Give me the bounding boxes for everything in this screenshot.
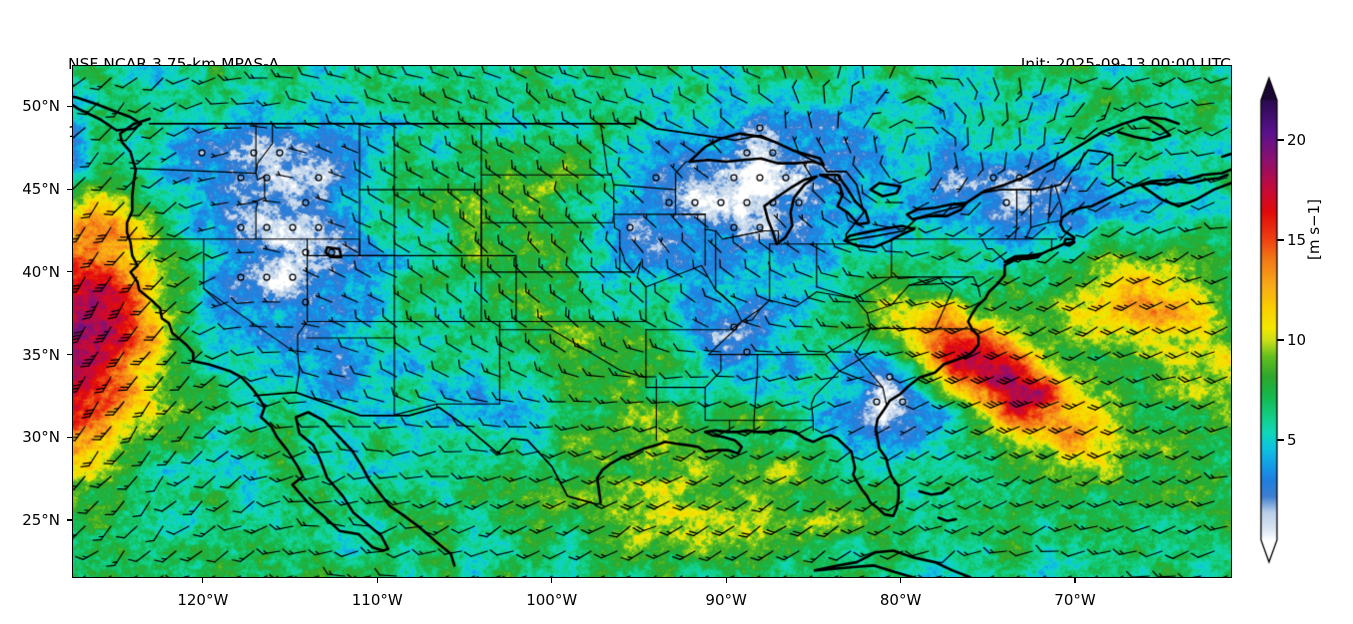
lat-tick-label: 45°N	[22, 180, 60, 199]
map-plot-area	[72, 65, 1232, 578]
colorbar-tick-label: 20	[1287, 131, 1307, 149]
lon-tick-label: 70°W	[1054, 591, 1096, 609]
lat-tick	[67, 436, 72, 438]
lat-tick-label: 25°N	[22, 511, 60, 530]
lon-tick	[551, 578, 553, 583]
lon-tick-label: 120°W	[177, 591, 229, 609]
colorbar-tick-label: 10	[1287, 331, 1307, 349]
lon-tick	[1074, 578, 1076, 583]
lon-tick-label: 80°W	[879, 591, 922, 609]
lon-tick-label: 100°W	[526, 591, 578, 609]
lat-tick	[67, 105, 72, 107]
lon-tick	[899, 578, 902, 583]
lon-tick	[725, 578, 727, 583]
colorbar-tick-label: 5	[1287, 431, 1297, 449]
colorbar-gradient	[1258, 70, 1280, 570]
colorbar-tick	[1277, 239, 1284, 241]
lat-tick-label: 40°N	[22, 262, 60, 281]
lat-tick-label: 30°N	[22, 428, 60, 447]
lat-tick	[67, 271, 72, 273]
colorbar-tick	[1277, 339, 1284, 341]
colorbar-tick	[1277, 139, 1284, 141]
colorbar-tick-label: 15	[1287, 231, 1307, 249]
colorbar	[1258, 70, 1280, 570]
lon-tick	[202, 578, 204, 583]
lat-tick	[67, 519, 72, 521]
lon-tick-label: 90°W	[705, 591, 747, 609]
lat-tick	[67, 188, 72, 190]
lon-tick	[376, 578, 378, 583]
lon-tick-label: 110°W	[351, 591, 403, 609]
colorbar-tick	[1277, 439, 1284, 441]
wind-speed-field-canvas	[73, 66, 1231, 577]
colorbar-unit-label: [m s−1]	[1305, 198, 1323, 260]
lat-tick	[67, 353, 72, 356]
lat-tick-label: 35°N	[22, 345, 60, 364]
lat-tick-label: 50°N	[22, 97, 60, 116]
